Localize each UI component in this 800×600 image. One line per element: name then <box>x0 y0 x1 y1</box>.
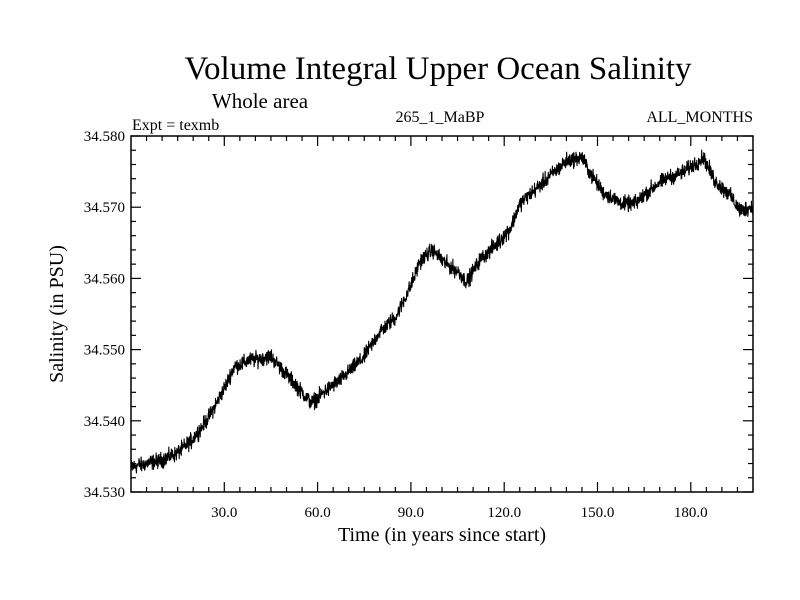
x-tick-label: 120.0 <box>487 505 521 521</box>
y-tick-label: 34.570 <box>84 200 125 216</box>
run-label: 265_1_MaBP <box>396 109 485 126</box>
y-tick-label: 34.530 <box>84 485 125 501</box>
axis-tick-labels: 30.0 60.0 90.0 120.0 150.0 180.0 34.530 34.540 3… <box>84 129 708 521</box>
plot-area: 30.0 60.0 90.0 120.0 150.0 180.0 34.530 34.540 3… <box>84 129 754 521</box>
chart-subtitle: Whole area <box>212 89 309 113</box>
chart-title: Volume Integral Upper Ocean Salinity <box>184 51 692 87</box>
y-tick-label: 34.540 <box>84 414 125 430</box>
x-tick-label: 90.0 <box>398 505 424 521</box>
axis-ticks <box>131 135 753 493</box>
y-tick-label: 34.580 <box>84 129 125 145</box>
y-tick-label: 34.560 <box>84 271 125 287</box>
y-tick-label: 34.550 <box>84 343 125 359</box>
x-tick-label: 180.0 <box>674 505 708 521</box>
expt-label: Expt = texmb <box>132 117 219 134</box>
x-tick-label: 60.0 <box>304 505 330 521</box>
x-tick-label: 150.0 <box>581 505 615 521</box>
x-tick-label: 30.0 <box>211 505 237 521</box>
y-axis-label: Salinity (in PSU) <box>46 245 68 383</box>
months-label: ALL_MONTHS <box>646 109 753 126</box>
salinity-series-line <box>130 149 754 474</box>
x-axis-label: Time (in years since start) <box>338 524 546 546</box>
